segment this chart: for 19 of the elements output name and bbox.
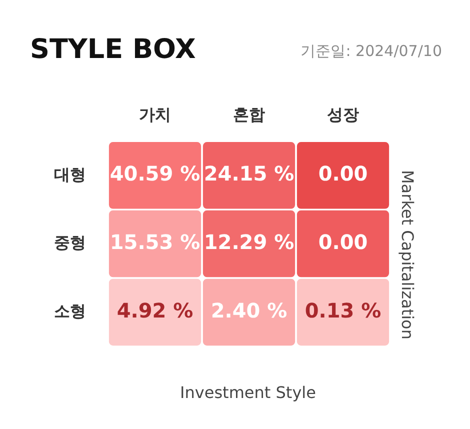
x-tick-label: 가치 [139,107,171,124]
chart-title: STYLE BOX [30,34,196,65]
data-label: 0.00 [318,162,368,186]
data-label: 15.53 % [110,230,200,254]
y-tick-label: 소형 [54,304,86,321]
data-label: 4.92 % [116,298,194,322]
x-axis-title: Investment Style [179,383,317,402]
x-tick-label: 성장 [327,107,359,124]
data-label: 0.13 % [304,298,382,322]
data-label: 12.29 % [204,230,294,254]
chart-subtitle: 기준일: 2024/07/10 [300,42,442,61]
data-label: 40.59 % [110,162,200,186]
data-label: 2.40 % [210,298,288,322]
y-axis-title: Market Capitalization [398,169,417,342]
x-tick-label: 혼합 [233,107,265,124]
data-label: 24.15 % [204,162,294,186]
y-tick-label: 대형 [54,166,86,184]
y-tick-label: 중형 [54,235,86,252]
data-label: 0.00 [318,230,368,254]
